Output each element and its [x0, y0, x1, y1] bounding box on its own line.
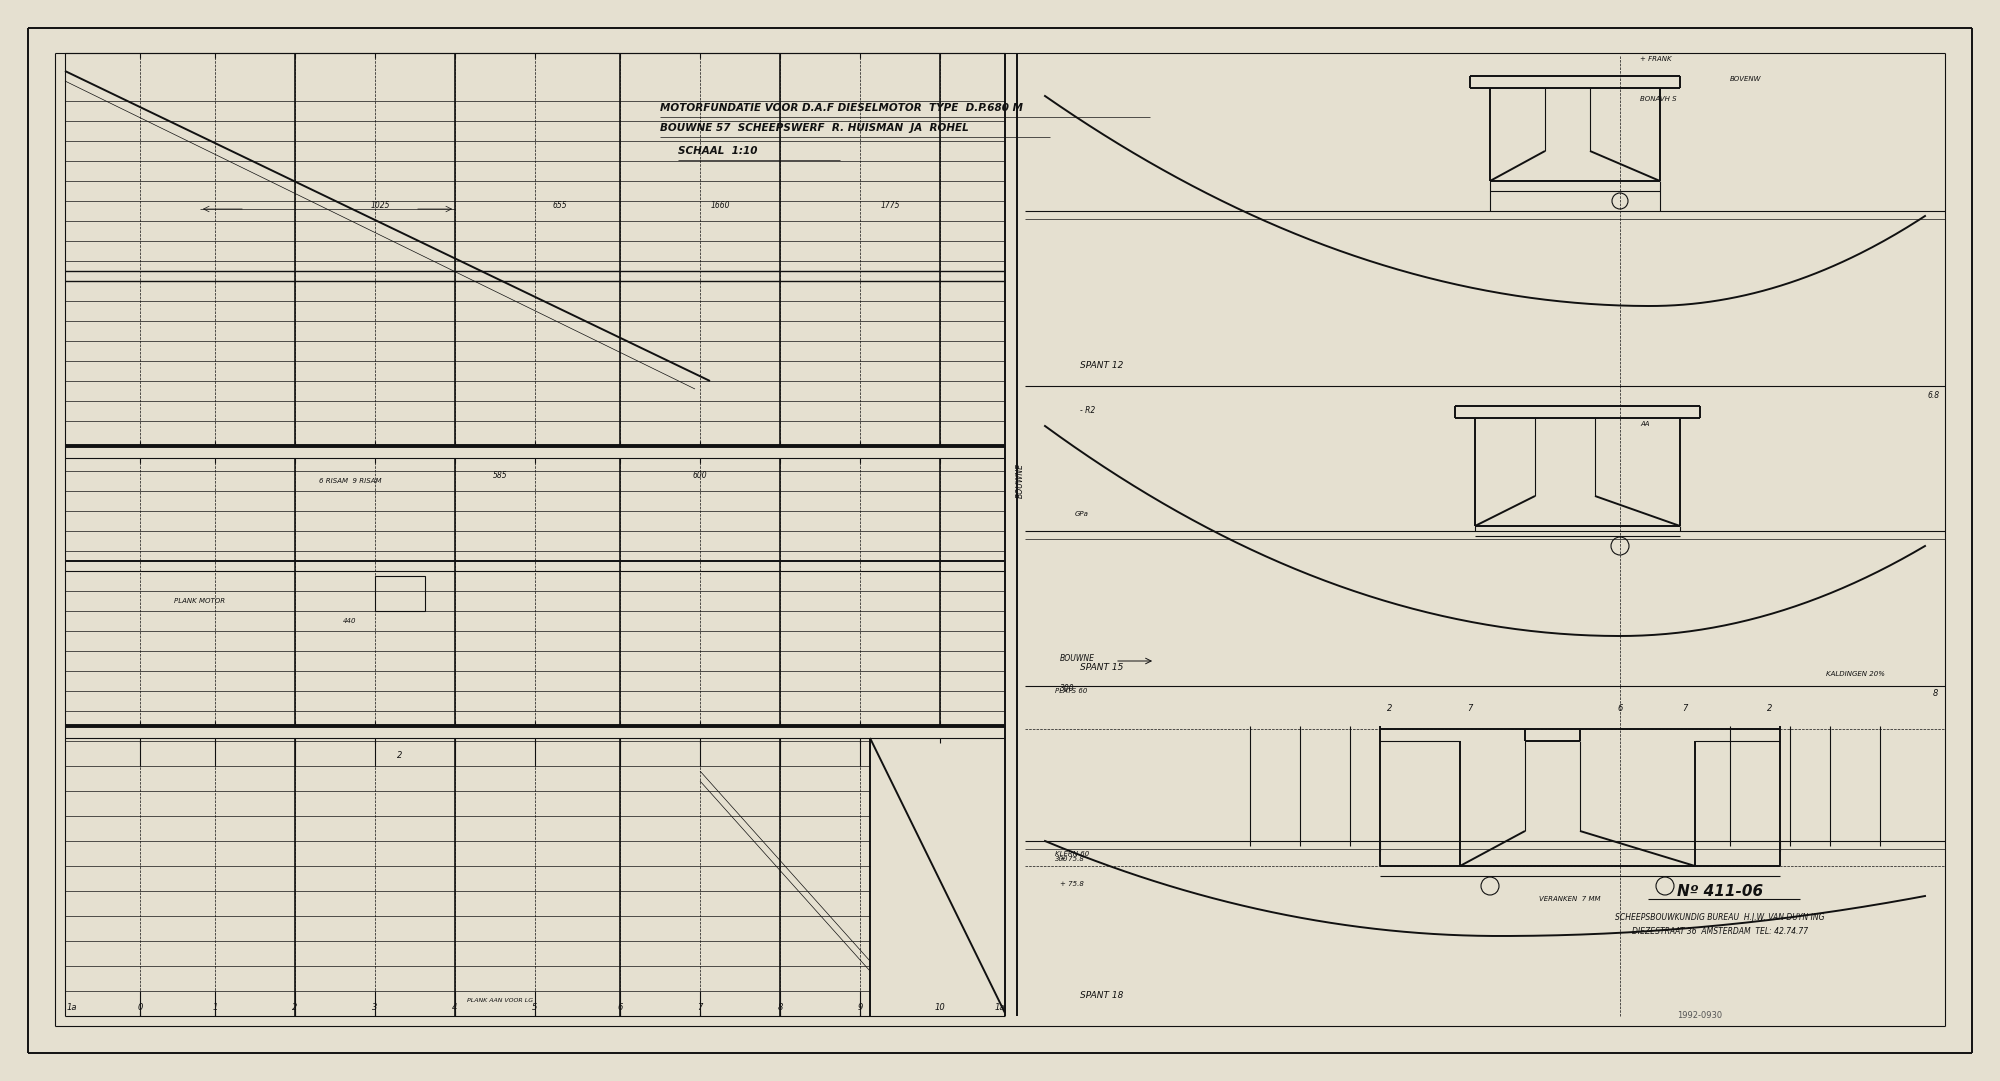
Text: + FRANK: + FRANK: [1640, 56, 1672, 62]
Text: MOTORFUNDATIE VOOR D.A.F DIESELMOTOR  TYPE  D.P.680 M: MOTORFUNDATIE VOOR D.A.F DIESELMOTOR TYP…: [660, 103, 1024, 114]
Text: 300: 300: [1056, 856, 1068, 862]
Text: 6 RISAM  9 RISAM: 6 RISAM 9 RISAM: [318, 478, 382, 484]
Text: VERANKEN  7 MM: VERANKEN 7 MM: [1540, 896, 1600, 902]
Text: 7: 7: [698, 1003, 702, 1013]
Text: 5: 5: [532, 1003, 538, 1013]
Text: 1a: 1a: [66, 1003, 78, 1013]
Text: BONAVH S: BONAVH S: [1640, 96, 1676, 102]
Text: 1660: 1660: [710, 201, 730, 211]
Text: BOUWNE: BOUWNE: [1060, 654, 1096, 663]
Text: 2: 2: [292, 1003, 298, 1013]
Text: + 75.8: + 75.8: [1060, 856, 1084, 862]
Text: 300: 300: [1060, 684, 1074, 693]
Text: 6: 6: [1618, 704, 1622, 713]
Text: PLATS 60: PLATS 60: [1056, 688, 1088, 694]
Text: AA: AA: [1640, 421, 1650, 427]
Text: 1775: 1775: [880, 201, 900, 211]
Text: BOUWNE: BOUWNE: [1016, 464, 1024, 498]
Text: PLANK AAN VOOR LG: PLANK AAN VOOR LG: [466, 999, 534, 1003]
Text: 8: 8: [778, 1003, 782, 1013]
Text: 600: 600: [692, 471, 708, 480]
Text: KLERN 60: KLERN 60: [1056, 851, 1090, 857]
Text: 3: 3: [372, 1003, 378, 1013]
Text: PLANK MOTOR: PLANK MOTOR: [174, 598, 226, 604]
Text: SPANT 12: SPANT 12: [1080, 361, 1124, 371]
Text: SCHAAL  1:10: SCHAAL 1:10: [678, 146, 758, 156]
Text: BOVENW: BOVENW: [1730, 76, 1762, 82]
Text: + 75.8: + 75.8: [1060, 881, 1084, 888]
Text: SPANT 18: SPANT 18: [1080, 991, 1124, 1001]
Text: 1992-0930: 1992-0930: [1678, 1012, 1722, 1020]
Text: 7: 7: [1682, 704, 1688, 713]
Text: 10: 10: [934, 1003, 946, 1013]
Text: DIEZESTRAAT 36  AMSTERDAM  TEL: 42.74.77: DIEZESTRAAT 36 AMSTERDAM TEL: 42.74.77: [1632, 927, 1808, 936]
Text: 0: 0: [138, 1003, 142, 1013]
Text: - R2: - R2: [1080, 406, 1096, 415]
Text: 7: 7: [1468, 704, 1472, 713]
Text: KALDINGEN 20%: KALDINGEN 20%: [1826, 671, 1884, 677]
Text: 6: 6: [618, 1003, 622, 1013]
Text: 1a: 1a: [994, 1003, 1006, 1013]
Text: 9: 9: [858, 1003, 862, 1013]
Text: 2: 2: [1388, 704, 1392, 713]
Text: 1: 1: [212, 1003, 218, 1013]
Text: 655: 655: [552, 201, 568, 211]
Text: BOUWNE 57  SCHEEPSWERF  R. HUISMAN  JA  ROHEL: BOUWNE 57 SCHEEPSWERF R. HUISMAN JA ROHE…: [660, 123, 968, 133]
Text: Nº 411-06: Nº 411-06: [1676, 883, 1764, 898]
Text: GPa: GPa: [1076, 511, 1088, 517]
Text: 2: 2: [1768, 704, 1772, 713]
Text: 4: 4: [452, 1003, 458, 1013]
Text: SCHEEPSBOUWKUNDIG BUREAU  H.J.W. VAN DUYN ING: SCHEEPSBOUWKUNDIG BUREAU H.J.W. VAN DUYN…: [1616, 913, 1824, 922]
Text: 8: 8: [1932, 689, 1938, 698]
Text: 2: 2: [398, 751, 402, 761]
Text: 6.8: 6.8: [1928, 391, 1940, 400]
Text: 440: 440: [344, 618, 356, 624]
Text: SPANT 15: SPANT 15: [1080, 664, 1124, 672]
Bar: [376, 576, 424, 611]
Text: 1025: 1025: [370, 201, 390, 211]
Text: 585: 585: [492, 471, 508, 480]
